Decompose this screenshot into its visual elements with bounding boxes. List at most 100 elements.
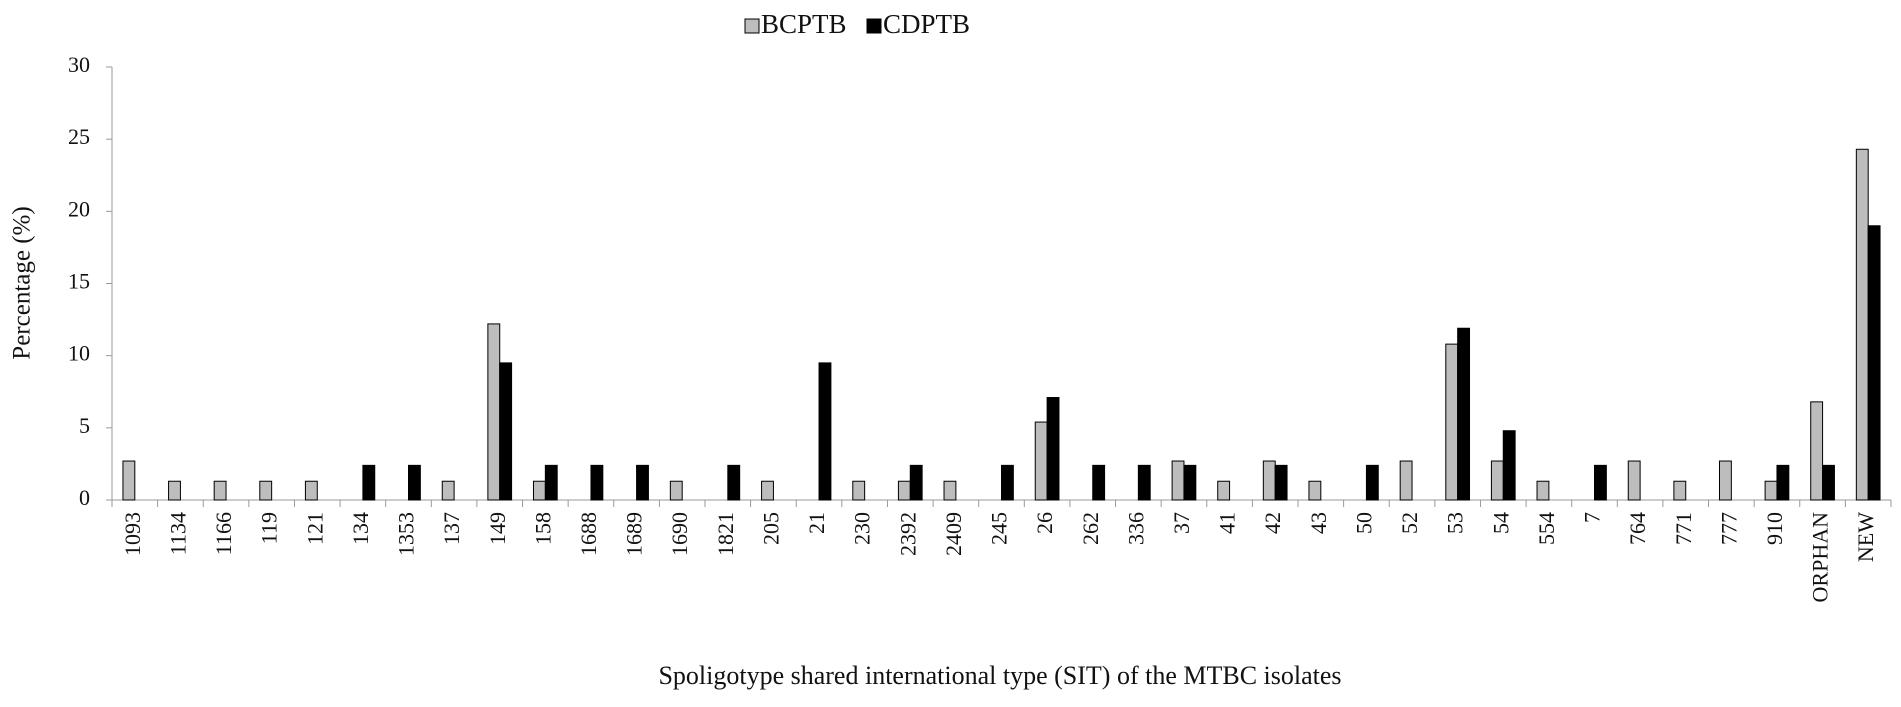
x-tick-label: 137 bbox=[439, 512, 464, 545]
bar bbox=[362, 464, 376, 501]
x-tick-label: 42 bbox=[1260, 512, 1285, 534]
x-tick-label: 2392 bbox=[895, 512, 920, 556]
y-tick-label: 25 bbox=[68, 124, 90, 149]
x-tick-label: 2409 bbox=[941, 512, 966, 556]
bar bbox=[1308, 480, 1322, 501]
legend-swatch bbox=[866, 18, 882, 34]
x-tick-label: 1690 bbox=[667, 512, 692, 556]
bar bbox=[761, 480, 774, 501]
bar bbox=[1171, 460, 1185, 501]
x-tick-label: 777 bbox=[1716, 512, 1741, 545]
x-tick-label: 771 bbox=[1671, 512, 1696, 545]
bar bbox=[818, 362, 832, 501]
bar bbox=[1399, 460, 1413, 501]
x-tick-label: 764 bbox=[1625, 512, 1650, 545]
x-tick-label: 205 bbox=[758, 512, 783, 545]
x-tick-label: 26 bbox=[1032, 512, 1057, 534]
legend-label: BCPTB bbox=[761, 9, 847, 39]
bar bbox=[1673, 480, 1687, 501]
bar bbox=[532, 480, 546, 501]
x-tick-label: 121 bbox=[302, 512, 327, 545]
bar bbox=[590, 464, 604, 501]
bar bbox=[1092, 464, 1106, 501]
bar bbox=[669, 480, 683, 501]
x-axis-title: Spoligotype shared international type (S… bbox=[658, 661, 1341, 690]
x-tick-label: 50 bbox=[1351, 512, 1376, 534]
bar bbox=[1776, 464, 1790, 501]
bar bbox=[1490, 460, 1504, 501]
bar bbox=[1810, 401, 1824, 501]
bar bbox=[1627, 460, 1641, 501]
bar bbox=[852, 480, 866, 501]
bar bbox=[1365, 464, 1379, 501]
x-tick-label: 54 bbox=[1488, 512, 1513, 534]
bar bbox=[1536, 480, 1550, 501]
bar bbox=[1855, 148, 1869, 501]
x-tick-label: 1166 bbox=[211, 512, 236, 555]
x-tick-label: ORPHAN bbox=[1808, 512, 1833, 603]
legend-swatch bbox=[744, 18, 760, 34]
x-tick-label: 1688 bbox=[576, 512, 601, 556]
bar bbox=[1262, 460, 1276, 501]
bar bbox=[1867, 225, 1881, 501]
bar bbox=[1046, 397, 1060, 501]
bar bbox=[259, 480, 273, 501]
bar bbox=[408, 464, 421, 501]
bar bbox=[304, 480, 318, 501]
bar bbox=[1217, 480, 1231, 501]
bar bbox=[544, 464, 558, 501]
bar bbox=[1502, 430, 1516, 501]
x-tick-label: 37 bbox=[1169, 512, 1194, 534]
x-tick-label: 52 bbox=[1397, 512, 1422, 534]
x-tick-label: 1689 bbox=[622, 512, 647, 556]
x-tick-label: 119 bbox=[257, 512, 282, 544]
x-tick-label: 336 bbox=[1123, 512, 1148, 545]
y-tick-label: 5 bbox=[79, 413, 90, 438]
x-tick-label: 7 bbox=[1580, 512, 1605, 523]
x-tick-label: 21 bbox=[804, 512, 829, 534]
x-tick-label: 1093 bbox=[120, 512, 145, 556]
bar bbox=[1764, 480, 1778, 501]
bar bbox=[727, 464, 741, 501]
x-tick-label: 262 bbox=[1078, 512, 1103, 545]
bar bbox=[943, 480, 957, 501]
bar bbox=[441, 480, 455, 501]
y-tick-label: 0 bbox=[79, 485, 90, 510]
bar bbox=[487, 323, 501, 501]
bar bbox=[499, 362, 513, 501]
y-tick-label: 20 bbox=[68, 196, 90, 221]
x-tick-label: NEW bbox=[1853, 512, 1878, 562]
x-tick-label: 41 bbox=[1215, 512, 1240, 534]
x-tick-label: 43 bbox=[1306, 512, 1331, 534]
x-tick-label: 554 bbox=[1534, 512, 1559, 545]
x-tick-label: 1821 bbox=[713, 512, 738, 556]
bar bbox=[909, 464, 923, 501]
bar bbox=[1822, 464, 1835, 501]
x-tick-label: 230 bbox=[850, 512, 875, 545]
bar bbox=[1594, 464, 1607, 501]
bar bbox=[1445, 343, 1459, 501]
x-tick-label: 245 bbox=[987, 512, 1012, 545]
bar bbox=[1001, 464, 1014, 501]
x-tick-label: 149 bbox=[485, 512, 510, 545]
x-tick-label: 134 bbox=[348, 512, 373, 545]
x-tick-label: 1353 bbox=[394, 512, 419, 556]
y-tick-label: 15 bbox=[68, 269, 90, 294]
bar bbox=[168, 480, 181, 501]
bar bbox=[1457, 327, 1471, 501]
y-axis-title: Percentage (%) bbox=[9, 206, 36, 359]
bar bbox=[1718, 460, 1732, 501]
bar bbox=[1274, 464, 1288, 501]
bar bbox=[1183, 464, 1197, 501]
x-tick-label: 910 bbox=[1762, 512, 1787, 545]
bar bbox=[897, 480, 911, 501]
bar bbox=[213, 480, 227, 501]
y-tick-label: 10 bbox=[68, 341, 90, 366]
x-tick-label: 158 bbox=[530, 512, 555, 545]
bar bbox=[1137, 464, 1151, 501]
x-tick-label: 53 bbox=[1443, 512, 1468, 534]
y-tick-label: 30 bbox=[68, 52, 90, 77]
bar bbox=[122, 460, 136, 501]
